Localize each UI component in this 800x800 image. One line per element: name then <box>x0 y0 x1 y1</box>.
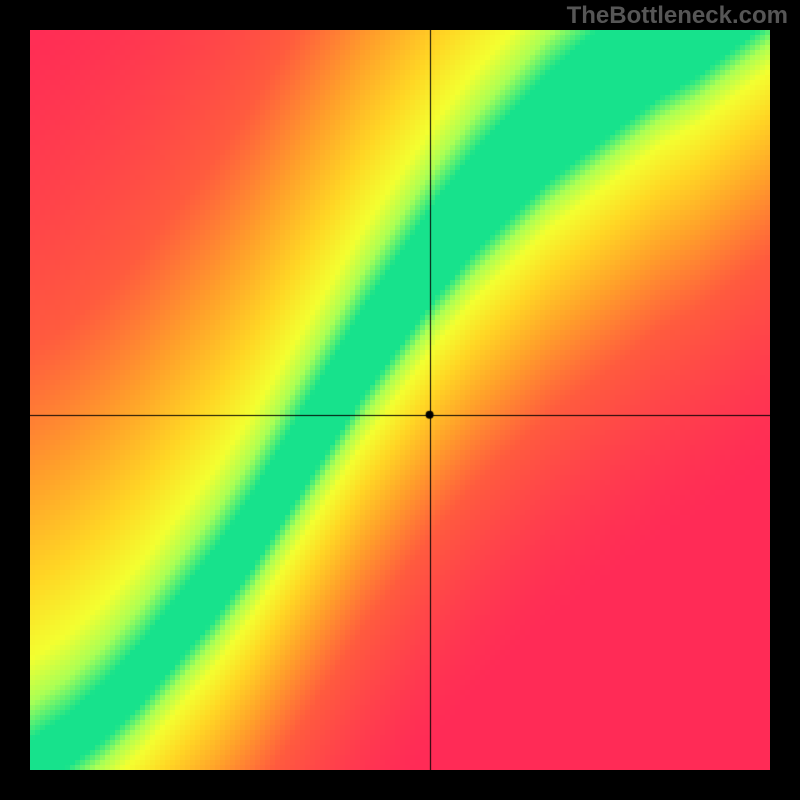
chart-container: TheBottleneck.com <box>0 0 800 800</box>
crosshair-overlay <box>30 30 770 770</box>
source-watermark: TheBottleneck.com <box>567 2 788 30</box>
